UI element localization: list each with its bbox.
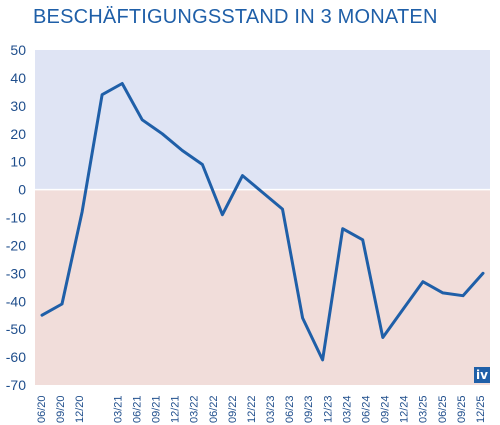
x-tick-label: 03/24: [341, 395, 353, 423]
y-tick-label: 40: [10, 70, 26, 86]
iv-logo: iv: [474, 367, 490, 383]
x-tick-label: 06/21: [131, 395, 143, 423]
y-tick-label: -60: [6, 349, 26, 365]
x-tick-label: 03/25: [418, 395, 430, 423]
x-tick-label: 12/22: [246, 395, 258, 423]
x-tick-label: 06/25: [437, 395, 449, 423]
negative-band: [35, 189, 490, 385]
x-tick-label: 09/20: [55, 395, 67, 423]
x-tick-label: 06/22: [208, 395, 220, 423]
x-tick-label: 12/23: [322, 395, 334, 423]
logo-box: [474, 367, 490, 383]
y-tick-label: -10: [6, 210, 26, 226]
y-tick-label: 50: [10, 42, 26, 58]
x-tick-label: 03/21: [112, 395, 124, 423]
positive-band: [35, 50, 490, 190]
y-tick-label: 10: [10, 154, 26, 170]
x-tick-label: 03/22: [189, 395, 201, 423]
chart-title: BESCHÄFTIGUNGSSTAND IN 3 MONATEN: [33, 6, 438, 28]
x-tick-label: 06/23: [284, 395, 296, 423]
x-axis-ticks: 06/20 09/20 12/20 03/21 06/21 09/21 12/21 03/22…: [36, 395, 487, 423]
y-tick-label: -20: [6, 237, 26, 253]
y-tick-label: 30: [10, 98, 26, 114]
x-tick-label: 03/23: [265, 395, 277, 423]
x-tick-label: 09/24: [380, 395, 392, 423]
y-tick-label: -70: [6, 377, 26, 393]
y-tick-label: 20: [10, 126, 26, 142]
logo-text: iv: [476, 368, 488, 382]
x-tick-label: 12/21: [170, 395, 182, 423]
x-tick-label: 12/25: [475, 395, 487, 423]
y-axis-ticks: 50 40 30 20 10 0 -10 -20 -30 -40 -50 -60 -70: [6, 42, 26, 393]
y-tick-label: -50: [6, 321, 26, 337]
x-tick-label: 09/23: [303, 395, 315, 423]
x-tick-label: 09/21: [151, 395, 163, 423]
x-tick-label: 09/22: [227, 395, 239, 423]
x-tick-label: 09/25: [456, 395, 468, 423]
y-tick-label: -40: [6, 293, 26, 309]
x-tick-label: 06/24: [360, 395, 372, 423]
x-tick-label: 06/20: [36, 395, 48, 423]
x-tick-label: 12/20: [74, 395, 86, 423]
series-line: [40, 82, 485, 362]
y-tick-label: -30: [6, 265, 26, 281]
x-tick-label: 12/24: [399, 395, 411, 423]
y-tick-label: 0: [18, 182, 26, 198]
